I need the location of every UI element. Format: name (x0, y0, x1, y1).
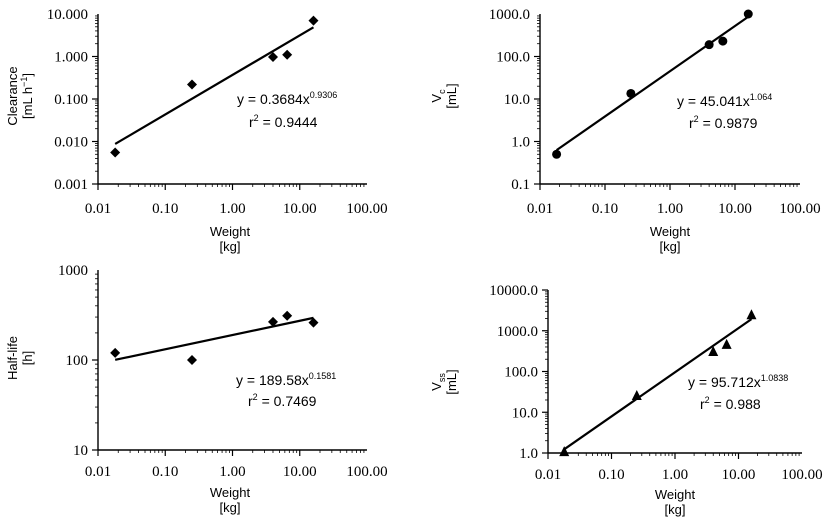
fit-equation: y = 95.712x1.0838 (688, 373, 788, 390)
x-tick-label: 0.01 (535, 467, 561, 483)
x-tick-label: 0.10 (152, 201, 178, 217)
data-point (267, 316, 278, 327)
y-axis-unit: [h] (20, 351, 35, 365)
fit-equation: y = 0.3684x0.9306 (237, 90, 337, 107)
y-axis-label: Clearance (5, 66, 20, 125)
x-tick-label: 10.00 (718, 201, 752, 217)
y-tick-label: 100.0 (504, 365, 538, 381)
chart-panel-4: 0.01 0.10 1.00 10.00 100.00 1.0 10.0 100.0 1000.… (429, 283, 823, 517)
fit-r-squared: r2 = 0.988 (700, 395, 761, 412)
x-tick-label: 1.00 (219, 464, 245, 480)
x-axis-unit: [kg] (220, 239, 241, 254)
data-point (308, 15, 319, 26)
y-axis-label: Half-life (5, 336, 20, 380)
data-point (559, 446, 570, 457)
data-point (187, 79, 198, 90)
data-point (721, 338, 732, 349)
regression-line (114, 26, 315, 145)
regression-line (114, 316, 314, 361)
y-tick-label: 1.0 (511, 135, 530, 151)
y-tick-label: 10 (73, 443, 88, 459)
y-tick-label: 1000.0 (497, 324, 538, 340)
fit-r-squared: r2 = 0.9879 (689, 114, 758, 131)
y-axis-unit: [mL] (444, 369, 459, 394)
y-tick-label: 10.000 (47, 7, 88, 23)
x-axis-label: Weight (650, 224, 691, 239)
chart-panel-1: 0.01 0.10 1.00 10.00 100.00 0.001 0.010 0.100 1.… (5, 7, 388, 254)
y-axis-unit: [mL h−1] (19, 73, 35, 119)
x-tick-label: 0.01 (527, 201, 553, 217)
data-point (552, 149, 562, 159)
y-tick-label: 10000.0 (489, 283, 538, 299)
x-tick-label: 10.00 (283, 201, 317, 217)
x-tick-label: 1.00 (657, 201, 683, 217)
x-axis-label: Weight (655, 487, 696, 502)
fit-equation: y = 189.58x0.1581 (236, 371, 336, 388)
x-tick-label: 1.00 (219, 201, 245, 217)
data-point (704, 40, 714, 50)
data-point (110, 347, 121, 358)
x-axis-unit: [kg] (660, 239, 681, 254)
x-tick-label: 0.10 (152, 464, 178, 480)
data-point (718, 36, 728, 46)
chart-panel-3: 0.01 0.10 1.00 10.00 100.00 10 100 1000 Half-lif… (5, 263, 388, 515)
x-tick-label: 100.00 (781, 467, 822, 483)
y-tick-label: 1.0 (519, 446, 538, 462)
x-tick-label: 0.01 (85, 464, 111, 480)
regression-line (563, 318, 753, 451)
y-axis-label: Vc (429, 89, 447, 103)
x-tick-label: 100.00 (346, 201, 387, 217)
y-tick-label: 0.001 (54, 177, 88, 193)
data-point (282, 310, 293, 321)
data-point (743, 9, 753, 19)
x-tick-label: 1.00 (662, 467, 688, 483)
data-point (631, 390, 642, 401)
data-point (308, 317, 319, 328)
y-tick-label: 100 (66, 353, 89, 369)
y-tick-label: 0.1 (511, 177, 530, 193)
y-tick-label: 0.010 (54, 135, 88, 151)
regression-line (555, 15, 749, 152)
fit-r-squared: r2 = 0.7469 (248, 392, 317, 409)
x-tick-label: 10.00 (283, 464, 317, 480)
y-tick-label: 1000.0 (489, 7, 530, 23)
data-point (708, 346, 719, 357)
y-axis-unit: [mL] (444, 83, 459, 108)
y-tick-label: 1.000 (54, 50, 88, 66)
x-tick-label: 100.00 (779, 201, 820, 217)
x-tick-label: 10.00 (722, 467, 756, 483)
x-axis-unit: [kg] (220, 500, 241, 515)
chart-panel-2: 0.01 0.10 1.00 10.00 100.00 0.1 1.0 10.0 100.0 10… (429, 7, 821, 254)
fit-equation: y = 45.041x1.064 (677, 92, 772, 109)
data-point (746, 309, 757, 320)
data-point (267, 52, 278, 63)
x-axis-label: Weight (210, 224, 251, 239)
x-tick-label: 0.01 (85, 201, 111, 217)
y-tick-label: 100.0 (496, 50, 530, 66)
x-tick-label: 100.00 (346, 464, 387, 480)
data-point (110, 147, 121, 158)
x-axis-label: Weight (210, 485, 251, 500)
y-tick-label: 1000 (58, 263, 88, 279)
x-axis-unit: [kg] (665, 502, 686, 517)
data-point (282, 49, 293, 60)
y-tick-label: 0.100 (54, 92, 88, 108)
y-tick-label: 10.0 (504, 92, 530, 108)
fit-r-squared: r2 = 0.9444 (249, 113, 318, 130)
y-tick-label: 10.0 (512, 405, 538, 421)
x-tick-label: 0.10 (598, 467, 624, 483)
y-axis-label: Vss (429, 373, 447, 391)
data-point (187, 355, 198, 365)
data-point (626, 88, 636, 98)
x-tick-label: 0.10 (592, 201, 618, 217)
